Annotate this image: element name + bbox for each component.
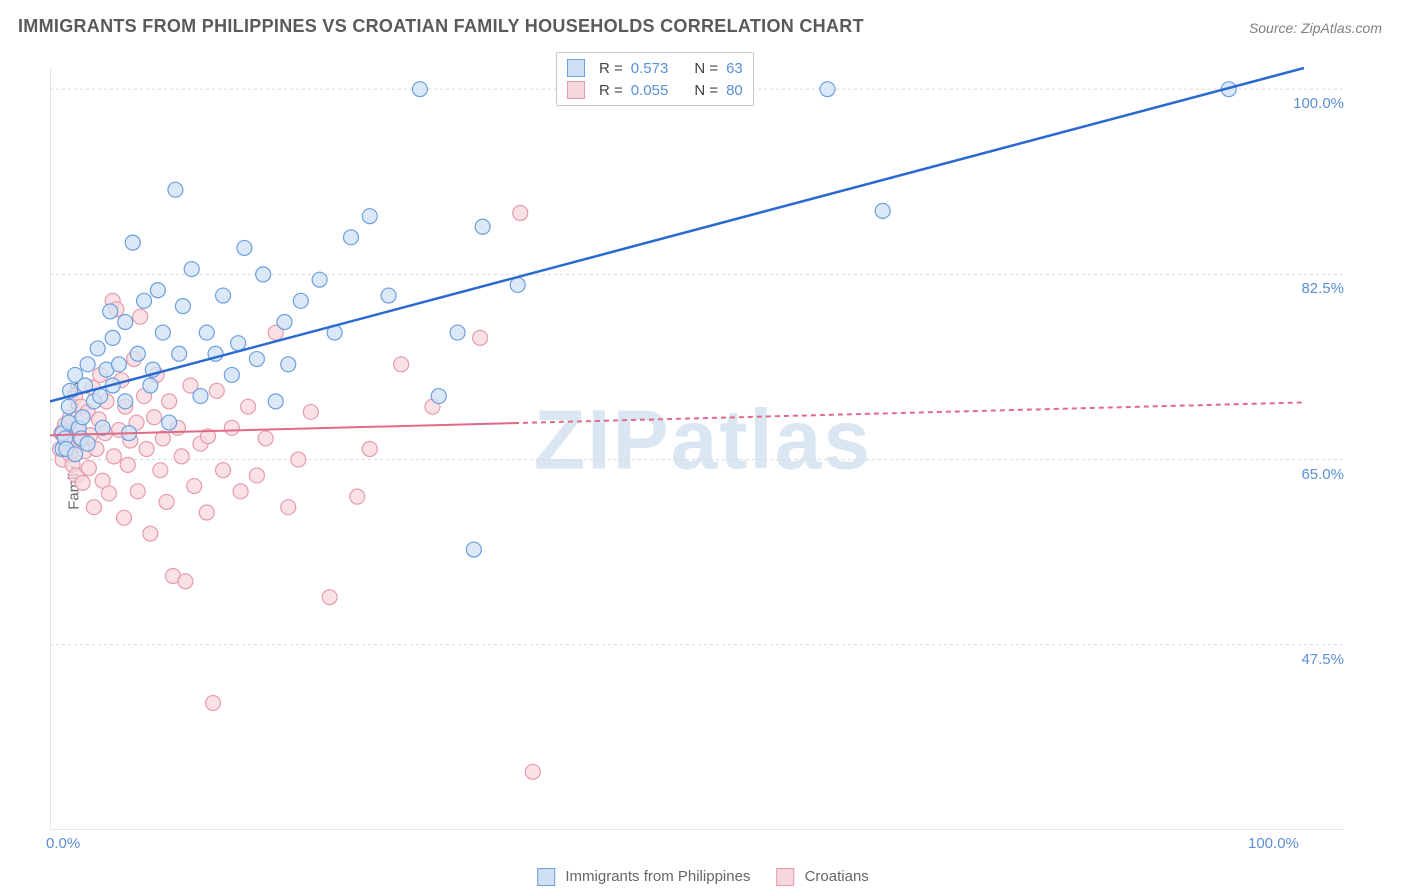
plot-area: ZIPatlas R =0.573N =63R =0.055N =80 100.… xyxy=(50,50,1356,830)
y-tick-label: 65.0% xyxy=(1301,466,1344,483)
legend-r-value: 0.055 xyxy=(631,82,669,99)
legend-label-croatians: Croatians xyxy=(805,868,869,885)
legend-r-label: R = xyxy=(599,60,623,77)
legend-r-label: R = xyxy=(599,82,623,99)
legend-item-philippines: Immigrants from Philippines xyxy=(537,868,750,886)
legend-row: R = 0.055 N = 80 xyxy=(567,79,743,101)
legend-item-croatians: Croatians xyxy=(776,868,868,886)
chart-svg xyxy=(50,50,1356,830)
legend-swatch xyxy=(567,81,585,99)
y-tick-label: 47.5% xyxy=(1301,651,1344,668)
correlation-legend: R = 0.573 N = 63 R = 0.055 N = 80 xyxy=(556,52,754,106)
legend-swatch-croatians xyxy=(776,868,794,886)
legend-label-philippines: Immigrants from Philippines xyxy=(565,868,750,885)
y-tick-label: 100.0% xyxy=(1293,95,1344,112)
legend-n-value: 80 xyxy=(726,82,743,99)
x-tick-label: 0.0% xyxy=(46,835,80,852)
source-label: Source: ZipAtlas.com xyxy=(1249,20,1382,36)
legend-n-label: N = xyxy=(694,60,718,77)
legend-row: R = 0.573 N = 63 xyxy=(567,57,743,79)
legend-swatch-philippines xyxy=(537,868,555,886)
legend-r-value: 0.573 xyxy=(631,60,669,77)
x-tick-label: 100.0% xyxy=(1248,835,1299,852)
legend-n-label: N = xyxy=(694,82,718,99)
series-legend: Immigrants from Philippines Croatians xyxy=(537,868,869,886)
legend-swatch xyxy=(567,59,585,77)
y-tick-label: 82.5% xyxy=(1301,280,1344,297)
chart-title: IMMIGRANTS FROM PHILIPPINES VS CROATIAN … xyxy=(18,16,864,37)
chart-container: IMMIGRANTS FROM PHILIPPINES VS CROATIAN … xyxy=(0,0,1406,892)
legend-n-value: 63 xyxy=(726,60,743,77)
